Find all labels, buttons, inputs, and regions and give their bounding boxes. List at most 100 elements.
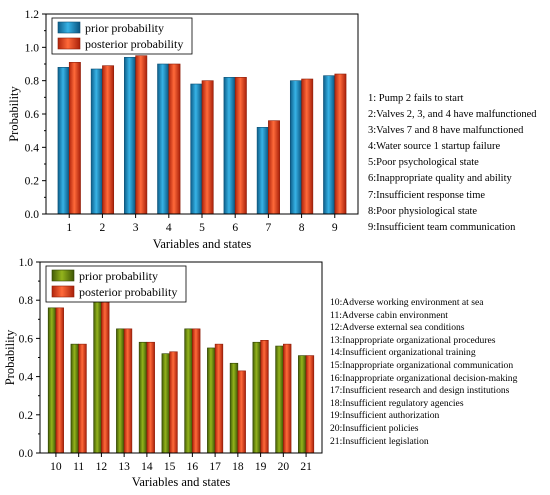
c2-bar-s2-21 <box>305 355 315 454</box>
legend-notes-bottom: 10:Adverse working environment at sea 11… <box>330 297 517 448</box>
note-11: 11:Adverse cabin environment <box>330 309 448 321</box>
c1-bar-s2-2 <box>102 65 115 215</box>
c1-bar-s1-2 <box>90 68 103 215</box>
c2-xtick-label-16: 16 <box>187 461 199 473</box>
c2-bar-s2-19 <box>260 340 269 454</box>
c2-bar-s2-14 <box>146 341 155 454</box>
c2-ytick-label: 0.0 <box>19 448 34 460</box>
c1-bar-s2-3 <box>135 55 148 215</box>
c2-legend-label-2: posterior probability <box>79 285 177 299</box>
note-16: 16:Inappropriate organizational decision… <box>330 372 518 384</box>
note-9: 9:Insufficient team communication <box>368 221 516 233</box>
c1-xtick-label-1: 1 <box>66 222 72 234</box>
c1-y-axis-title: Probability <box>7 85 21 141</box>
c2-bar-s1-18 <box>229 362 239 454</box>
c2-legend-label-1: prior probability <box>79 269 158 283</box>
note-8: 8:Poor physiological state <box>368 205 478 217</box>
note-1: 1: Pump 2 fails to start <box>368 93 464 104</box>
c2-ytick-label: 1.0 <box>19 257 34 269</box>
note-3: 3:Valves 7 and 8 have malfunctioned <box>368 125 524 137</box>
c2-plot-frame <box>39 261 323 454</box>
c2-legend-swatch-1 <box>51 269 75 282</box>
c2-bar-s2-16 <box>192 328 201 454</box>
c2-xtick-label-17: 17 <box>209 461 221 473</box>
c2-bar-s1-10 <box>47 307 57 454</box>
legend-notes-top: 1: Pump 2 fails to start 2:Valves 2, 3, … <box>368 91 537 236</box>
c2-bar-s1-14 <box>138 341 148 454</box>
c1-ytick-label: 0.8 <box>25 76 40 88</box>
c2-bar-s2-12 <box>101 299 110 454</box>
c1-bar-s1-5 <box>190 83 203 215</box>
note-18: 18:Insufficient regulatory agencies <box>330 397 464 409</box>
c1-ytick-label: 1.0 <box>25 42 40 54</box>
c2-bar-s2-18 <box>237 370 246 454</box>
c2-xtick-label-11: 11 <box>73 461 84 473</box>
c1-bar-s2-6 <box>234 77 247 215</box>
c1-bar-s2-9 <box>334 73 347 215</box>
c1-xtick-label-7: 7 <box>266 222 272 234</box>
c1-ytick-label: 1.2 <box>25 9 40 21</box>
c1-ytick-label: 0.6 <box>25 109 40 121</box>
c1-xtick-label-9: 9 <box>332 222 338 234</box>
c2-xtick-label-10: 10 <box>50 461 62 473</box>
c2-bar-s1-19 <box>252 341 261 454</box>
c1-bar-s2-4 <box>168 63 181 215</box>
c1-plot-frame <box>45 13 359 215</box>
c1-bar-s1-3 <box>124 57 136 215</box>
note-17: 17:Insufficient research and design inst… <box>330 385 510 397</box>
c1-bar-s2-5 <box>201 80 214 215</box>
c2-bar-s1-13 <box>116 328 125 454</box>
c2-bar-s2-17 <box>214 343 224 454</box>
c2-bar-s1-11 <box>70 343 79 454</box>
c2-bar-s1-21 <box>298 355 307 454</box>
c2-bar-s2-15 <box>169 351 178 454</box>
c1-ytick-label: 0.0 <box>25 209 40 221</box>
c1-legend-label-2: posterior probability <box>85 37 183 51</box>
c2-xtick-label-21: 21 <box>300 461 312 473</box>
c1-legend-swatch-2 <box>57 37 81 50</box>
c1-xtick-label-4: 4 <box>166 222 172 234</box>
note-19: 19:Insufficient authorization <box>330 410 440 422</box>
c1-xtick-label-2: 2 <box>100 222 106 234</box>
c2-bar-s2-13 <box>123 328 133 454</box>
c1-ytick-label: 0.2 <box>25 176 40 188</box>
c2-bar-s2-10 <box>55 307 64 454</box>
c1-xtick-label-6: 6 <box>232 222 238 234</box>
c1-x-axis-title: Variables and states <box>153 237 252 251</box>
c2-xtick-label-12: 12 <box>96 461 108 473</box>
c2-bar-s1-16 <box>184 328 193 454</box>
note-20: 20:Insufficient policies <box>330 422 419 434</box>
c1-bar-s1-8 <box>289 80 302 215</box>
c2-xtick-label-13: 13 <box>118 461 130 473</box>
c2-bar-s2-20 <box>283 343 292 454</box>
c2-bar-s1-20 <box>275 345 284 454</box>
c2-ytick-label: 0.6 <box>19 333 34 345</box>
c1-legend-swatch-1 <box>57 21 81 34</box>
c1-xtick-label-3: 3 <box>133 222 139 234</box>
c2-y-axis-title: Probability <box>3 329 17 385</box>
c2-legend-swatch-2 <box>51 285 75 298</box>
note-21: 21:Insufficient legislation <box>330 435 429 447</box>
c2-xtick-label-15: 15 <box>164 461 176 473</box>
c1-bar-s1-1 <box>57 67 70 215</box>
c2-ytick-label: 0.2 <box>19 410 34 422</box>
c2-ytick-label: 0.4 <box>19 372 34 384</box>
note-15: 15:Inappropriate organizational communic… <box>330 359 514 371</box>
note-5: 5:Poor psychological state <box>368 157 479 169</box>
c2-bar-s1-17 <box>207 347 216 454</box>
note-2: 2:Valves 2, 3, and 4 have malfunctioned <box>368 109 537 121</box>
c1-bar-s1-9 <box>323 75 336 215</box>
c1-bar-s1-6 <box>223 77 236 215</box>
c1-bar-s2-1 <box>68 62 81 215</box>
c1-bar-s2-8 <box>301 78 314 215</box>
c1-xtick-label-8: 8 <box>299 222 305 234</box>
c1-bar-s1-4 <box>157 63 170 215</box>
c1-xtick-label-5: 5 <box>199 222 205 234</box>
note-6: 6:Inappropriate quality and ability <box>368 173 512 185</box>
note-7: 7:Insufficient response time <box>368 189 486 201</box>
note-14: 14:Insufficient organizational training <box>330 347 476 359</box>
c1-bar-s2-7 <box>268 120 280 215</box>
note-13: 13:Inappropriate organizational procedur… <box>330 334 496 346</box>
note-10: 10:Adverse working environment at sea <box>330 297 484 308</box>
